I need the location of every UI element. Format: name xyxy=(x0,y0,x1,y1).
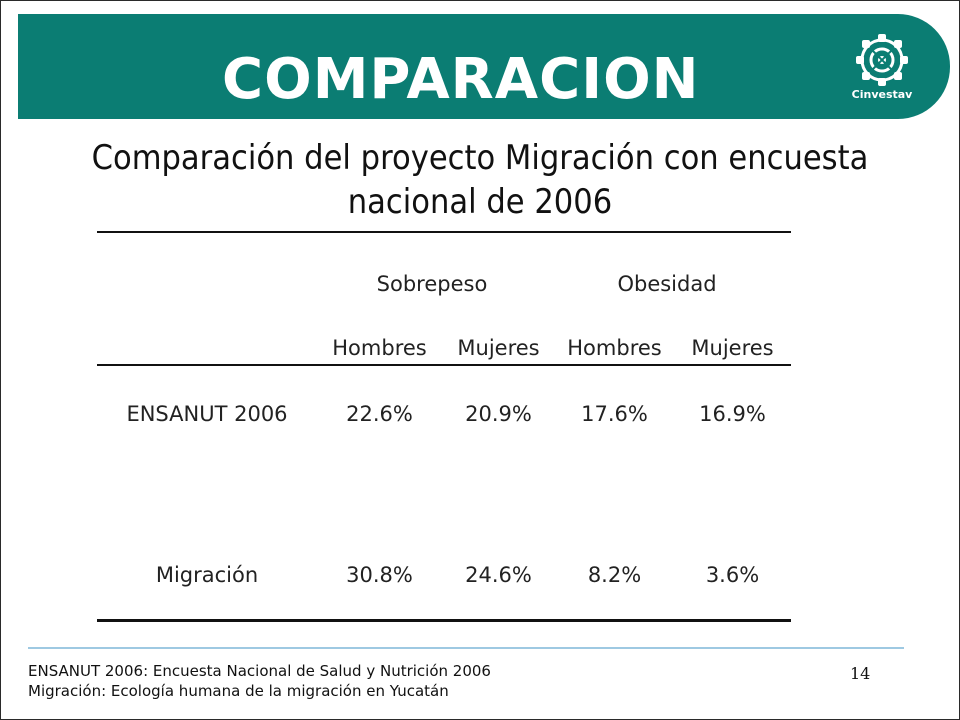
table-cell: 16.9% xyxy=(699,402,766,426)
footnote-migracion: Migración: Ecología humana de la migraci… xyxy=(28,682,449,700)
table-cell: 8.2% xyxy=(587,563,642,587)
cinvestav-emblem-icon xyxy=(856,34,908,86)
column-header: Mujeres xyxy=(691,336,774,360)
group-header-sobrepeso: Sobrepeso xyxy=(376,272,488,296)
header-bottom-rule xyxy=(97,364,791,366)
row-label-migracion: Migración xyxy=(155,563,259,587)
group-header-obesidad: Obesidad xyxy=(617,272,717,296)
table-bottom-rule xyxy=(97,619,791,622)
footnote-ensanut: ENSANUT 2006: Encuesta Nacional de Salud… xyxy=(28,662,491,680)
subtitle-line-2: nacional de 2006 xyxy=(347,182,613,222)
title-banner xyxy=(18,14,950,119)
row-label-ensanut: ENSANUT 2006 xyxy=(126,402,288,426)
table-cell: 30.8% xyxy=(346,563,413,587)
table-cell: 24.6% xyxy=(465,563,532,587)
column-header: Hombres xyxy=(567,336,662,360)
cinvestav-logo: Cinvestav xyxy=(840,30,924,106)
column-header: Hombres xyxy=(332,336,427,360)
slide-title: COMPARACION xyxy=(222,47,700,112)
slide-subtitle: Comparación del proyecto Migración con e… xyxy=(48,136,912,224)
table-top-rule xyxy=(97,231,791,233)
subtitle-line-1: Comparación del proyecto Migración con e… xyxy=(91,138,869,178)
table-cell: 17.6% xyxy=(581,402,648,426)
footnotes: ENSANUT 2006: Encuesta Nacional de Salud… xyxy=(28,661,491,701)
page-number: 14 xyxy=(850,664,871,683)
table-cell: 20.9% xyxy=(465,402,532,426)
footer-divider xyxy=(28,647,904,649)
table-cell: 22.6% xyxy=(346,402,413,426)
logo-text: Cinvestav xyxy=(851,88,913,101)
table-cell: 3.6% xyxy=(705,563,760,587)
comparison-table: Sobrepeso Obesidad Hombres Mujeres Hombr… xyxy=(97,231,791,623)
column-header: Mujeres xyxy=(457,336,540,360)
